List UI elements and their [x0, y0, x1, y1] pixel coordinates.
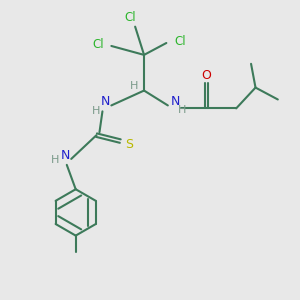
Text: O: O	[202, 69, 212, 82]
Text: N: N	[171, 95, 180, 108]
Text: N: N	[61, 149, 70, 162]
Text: H: H	[130, 81, 138, 91]
Text: H: H	[51, 155, 59, 165]
Text: Cl: Cl	[174, 35, 185, 48]
Text: H: H	[178, 105, 186, 115]
Text: Cl: Cl	[92, 38, 104, 51]
Text: Cl: Cl	[125, 11, 136, 24]
Text: S: S	[125, 138, 133, 151]
Text: N: N	[101, 95, 110, 108]
Text: H: H	[92, 106, 101, 116]
